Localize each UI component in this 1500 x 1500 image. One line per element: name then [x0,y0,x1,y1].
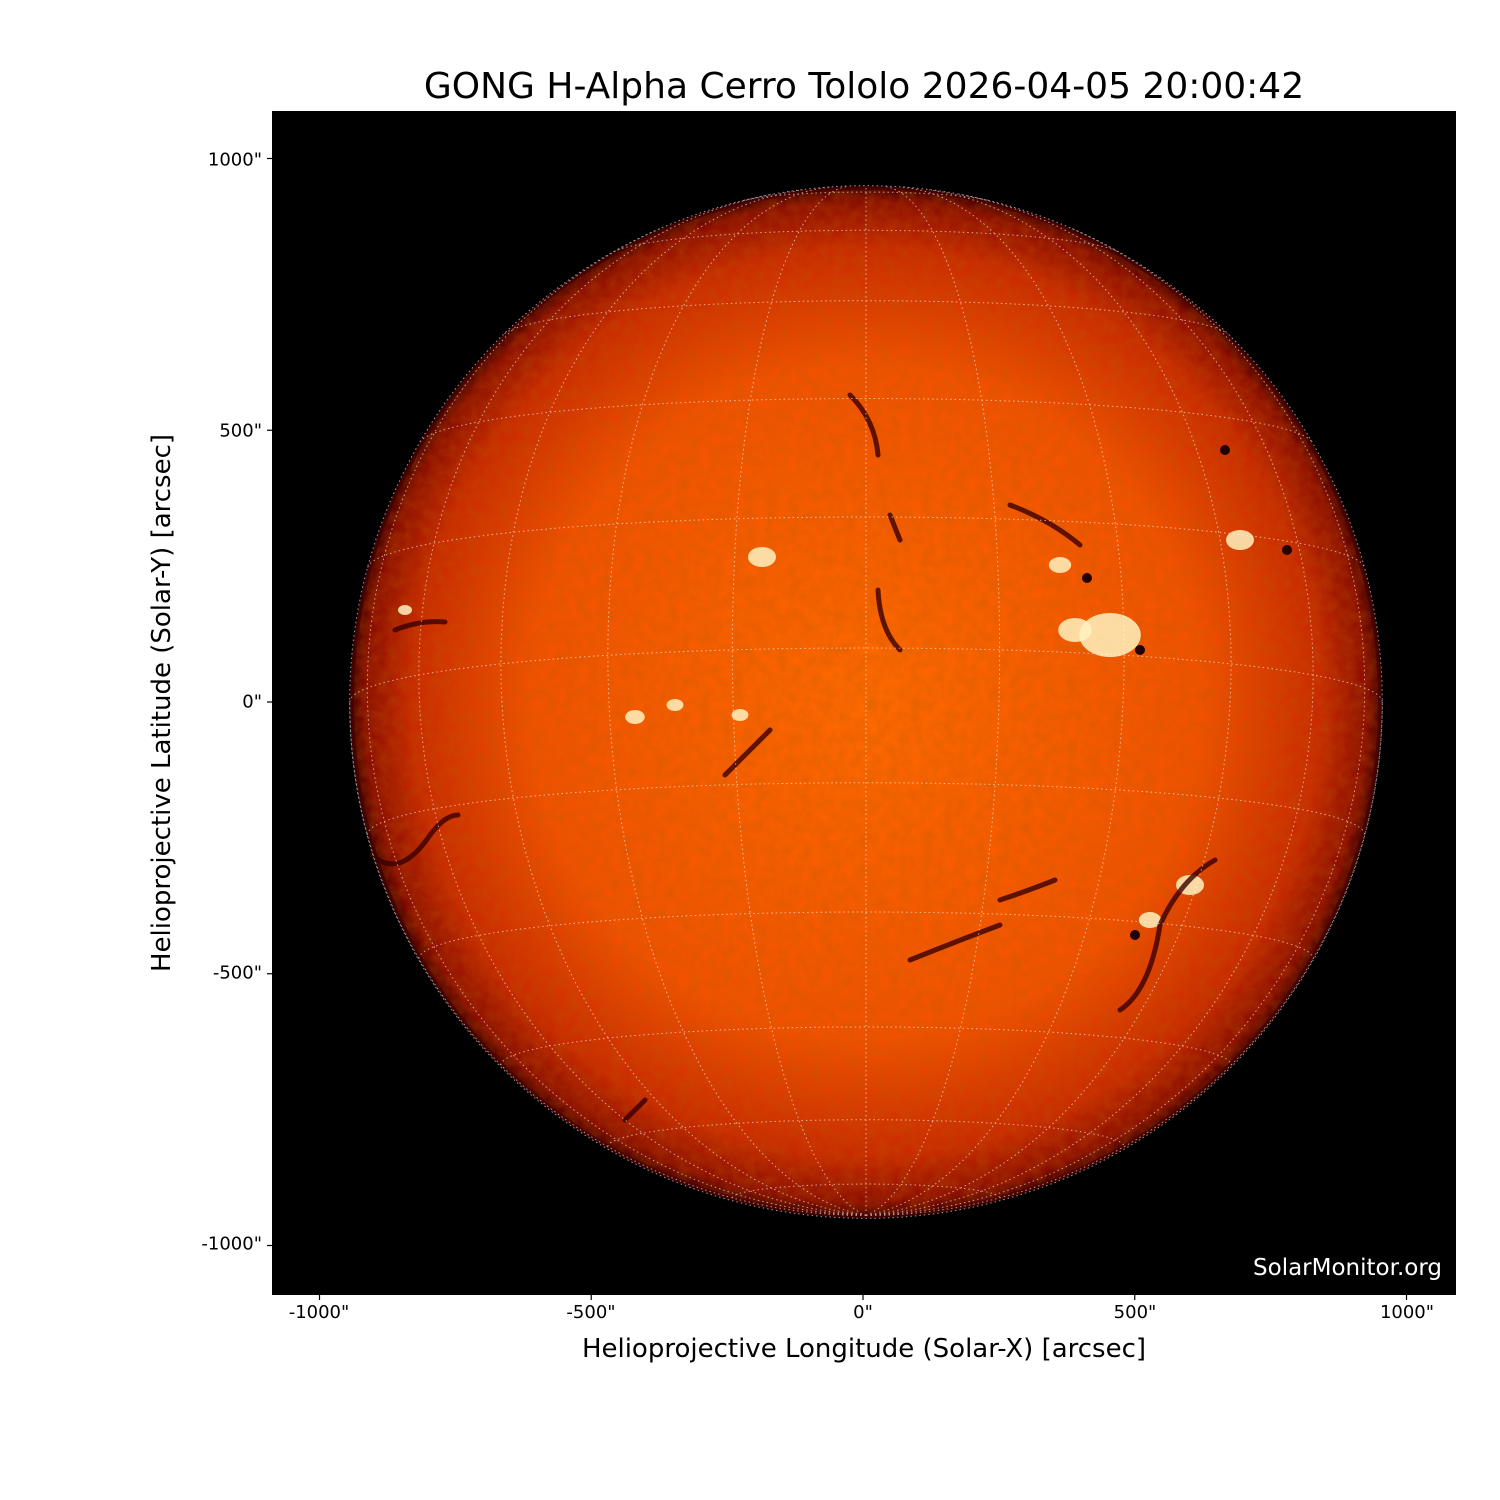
plage [1058,618,1092,642]
y-tick-label: -1000" [201,1233,262,1255]
y-tick-label: 1000" [207,149,262,171]
longitude-line [865,193,1314,1216]
limb-line [349,185,1383,1219]
longitude-line [865,701,1383,1216]
sunspot [1135,645,1145,655]
solar-features [369,392,1292,1123]
y-axis-label: Helioprojective Latitude (Solar-Y) [arcs… [147,433,177,973]
longitude-line [865,226,1366,1216]
longitude-line [500,189,867,1216]
filament [1117,857,1218,1013]
longitude-line [418,193,867,1216]
filament [997,877,1058,903]
filament [392,619,448,633]
y-tick-label: 500" [219,420,262,442]
y-tick-label: 0" [242,691,262,713]
filament [887,512,903,543]
plage [625,710,645,724]
x-tick-label: -500" [566,1302,616,1323]
plage [748,547,776,567]
plage [1226,530,1254,550]
latitude-line [418,911,1314,959]
longitude-line [865,186,1125,1216]
sunspot [1220,445,1230,455]
sunspot [1282,545,1292,555]
x-tick-label: 500" [1113,1302,1157,1323]
axis-ticks [267,157,1408,1300]
plage [1138,912,1162,928]
plage [1048,557,1072,573]
watermark: SolarMonitor.org [1253,1255,1442,1281]
filament [847,392,881,458]
filament [875,587,903,653]
filament [907,922,1003,963]
latitude-line [607,1119,1125,1147]
longitude-line [349,701,867,1216]
plage [1079,613,1141,657]
filament [1007,502,1083,548]
filament [369,812,461,867]
latitude-line [613,229,1119,253]
x-tick-label: -1000" [288,1302,350,1323]
heliographic-grid [349,185,1383,1219]
longitude-line [607,186,867,1216]
sunspot [1130,930,1140,940]
filament [722,727,773,778]
filament [622,1097,648,1123]
latitude-line [500,1026,1232,1066]
y-tick-label: -500" [212,962,262,984]
longitude-line [865,189,1232,1216]
x-tick-label: 1000" [1379,1302,1435,1323]
latitude-line [743,191,989,201]
plage [731,709,749,721]
latitude-line [419,398,1313,443]
sunspot [1082,573,1092,583]
x-axis-label: Helioprojective Longitude (Solar-X) [arc… [581,1334,1147,1364]
chart-title: GONG H-Alpha Cerro Tololo 2026-04-05 20:… [423,66,1305,107]
x-tick-label: 0" [853,1302,873,1323]
plage [666,699,684,711]
longitude-line [366,226,867,1216]
plage [398,605,412,615]
